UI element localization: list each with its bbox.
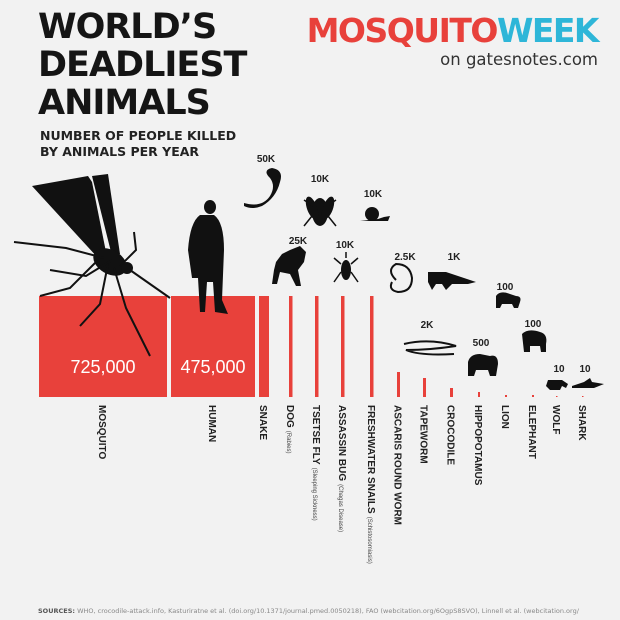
sources-label: SOURCES: xyxy=(38,607,75,615)
page-title: WORLD’S DEADLIEST ANIMALS xyxy=(38,7,247,123)
brand-name: MOSQUITOWEEK xyxy=(306,11,600,50)
dog-icon xyxy=(272,246,306,286)
value-label: 2K xyxy=(421,320,435,331)
bar-assassin-bug xyxy=(341,296,345,397)
wolf-icon xyxy=(546,380,568,390)
bar-crocodile xyxy=(450,388,453,397)
roundworm-icon xyxy=(389,262,414,294)
tsetse-fly-icon xyxy=(303,196,337,227)
value-label: 100 xyxy=(525,319,542,330)
category-label: ELEPHANT xyxy=(526,405,537,459)
category-label: FRESHWATER SNAILS(Schistosomiasis) xyxy=(365,405,376,564)
category-note: (Schistosomiasis) xyxy=(366,517,372,564)
value-label: 50K xyxy=(257,154,276,165)
bar-wolf xyxy=(556,396,558,397)
value-label: 2.5K xyxy=(394,252,416,263)
category-label: LION xyxy=(499,405,510,429)
tapeworm-icon xyxy=(403,340,457,356)
brand-logo: MOSQUITOWEEK on gatesnotes.com xyxy=(306,11,600,70)
bar-hippopotamus xyxy=(478,392,480,397)
title-line-2: DEADLIEST xyxy=(38,45,247,85)
category-label: HIPPOPOTAMUS xyxy=(472,405,483,486)
bar-lion xyxy=(505,395,507,397)
brand-site: on gatesnotes.com xyxy=(440,50,598,69)
subtitle-line-1: NUMBER OF PEOPLE KILLED xyxy=(40,128,237,143)
bar-freshwater-snails xyxy=(370,296,374,397)
elephant-icon xyxy=(522,330,547,352)
title-line-3: ANIMALS xyxy=(38,83,211,123)
value-label: 100 xyxy=(497,282,514,293)
mosquito-icon xyxy=(13,174,171,357)
category-label: SHARK xyxy=(576,405,587,441)
shark-icon xyxy=(572,378,604,388)
value-label: 10K xyxy=(364,189,383,200)
lion-icon xyxy=(496,292,521,308)
value-label: 475,000 xyxy=(180,357,245,377)
bar-tapeworm xyxy=(423,378,426,397)
sources-text: WHO, crocodile-attack.info, Kasturiratne… xyxy=(77,607,579,615)
value-label: 725,000 xyxy=(70,357,135,377)
snail-icon xyxy=(360,207,390,221)
value-label: 10 xyxy=(553,364,565,375)
bar-mosquito xyxy=(39,296,167,397)
category-label: ASCARIS ROUND WORM xyxy=(392,405,403,525)
value-label: 1K xyxy=(448,252,462,263)
bar-snake xyxy=(259,296,269,397)
snake-icon xyxy=(244,168,281,208)
category-label: ASSASSIN BUG(Chagas Disease) xyxy=(336,405,347,532)
sources-footer: SOURCES: WHO, crocodile-attack.info, Kas… xyxy=(38,607,579,615)
assassin-bug-icon xyxy=(333,252,359,283)
brand-name-part-1: MOSQUITO xyxy=(306,11,499,50)
category-label: DOG(Rabies) xyxy=(284,405,295,453)
brand-name-part-2: WEEK xyxy=(496,11,600,50)
subtitle: NUMBER OF PEOPLE KILLED BY ANIMALS PER Y… xyxy=(40,128,236,160)
value-label: 500 xyxy=(473,338,490,349)
bar-elephant xyxy=(532,395,534,397)
bar-tsetse-fly xyxy=(315,296,319,397)
category-label: CROCODILE xyxy=(445,405,456,465)
category-note: (Sleeping Sickness) xyxy=(311,468,317,521)
value-label: 10K xyxy=(311,174,330,185)
category-label: MOSQUITO xyxy=(96,405,107,459)
category-label: SNAKE xyxy=(257,405,268,440)
category-note: (Chagas Disease) xyxy=(337,484,343,532)
bar-shark xyxy=(582,396,584,397)
bar-ascaris-round-worm xyxy=(397,372,400,397)
hippopotamus-icon xyxy=(468,354,498,376)
value-label: 25K xyxy=(289,236,308,247)
category-label: HUMAN xyxy=(206,405,217,442)
category-label: TSETSE FLY(Sleeping Sickness) xyxy=(310,405,321,521)
value-label: 10K xyxy=(336,240,355,251)
category-label: WOLF xyxy=(550,405,561,434)
subtitle-line-2: BY ANIMALS PER YEAR xyxy=(40,144,200,159)
category-note: (Rabies) xyxy=(285,431,291,454)
bar-human xyxy=(171,296,255,397)
bar-dog xyxy=(289,296,293,397)
title-line-1: WORLD’S xyxy=(38,7,217,47)
category-label: TAPEWORM xyxy=(418,405,429,464)
crocodile-icon xyxy=(428,272,476,290)
value-label: 10 xyxy=(579,364,591,375)
human-icon xyxy=(188,200,228,314)
